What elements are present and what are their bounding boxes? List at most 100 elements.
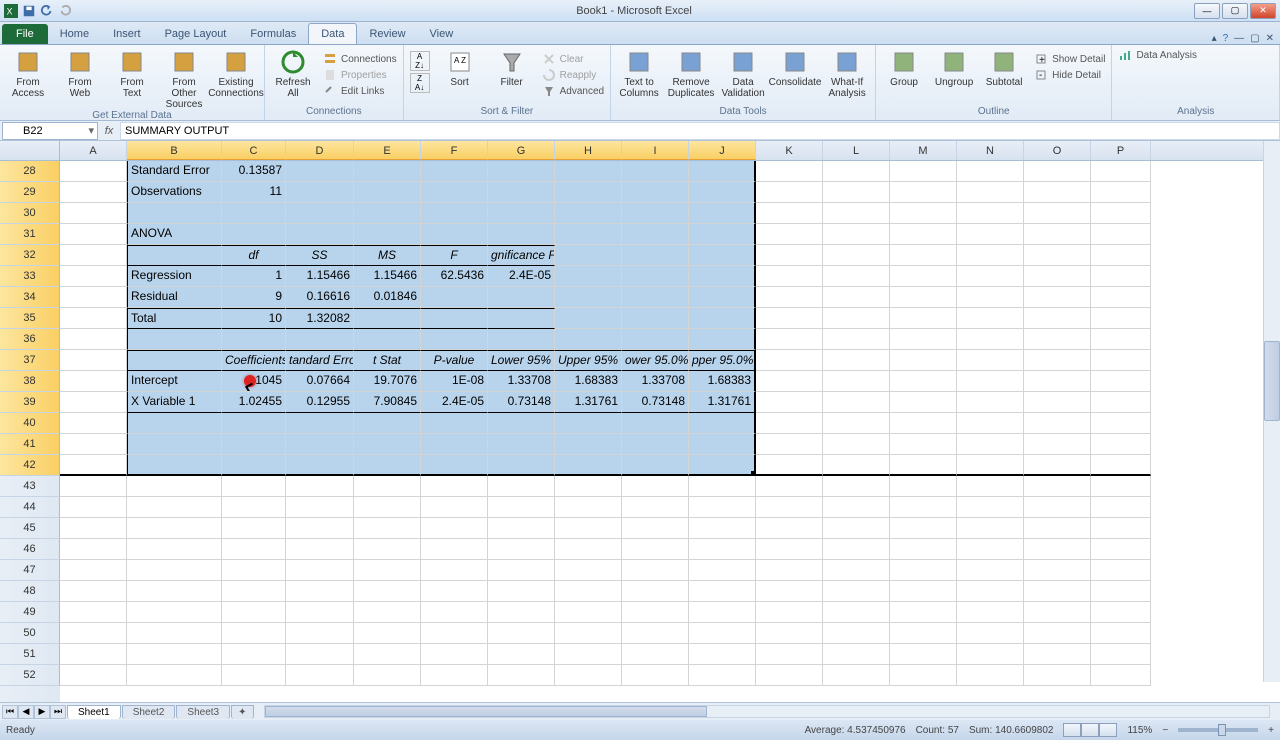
cell-G36[interactable]: [488, 329, 555, 350]
cell-B42[interactable]: [127, 455, 222, 476]
cell-E50[interactable]: [354, 623, 421, 644]
cell-C52[interactable]: [222, 665, 286, 686]
cell-H46[interactable]: [555, 539, 622, 560]
tab-view[interactable]: View: [418, 24, 466, 44]
cell-P34[interactable]: [1091, 287, 1151, 308]
cell-A39[interactable]: [60, 392, 127, 413]
cell-F46[interactable]: [421, 539, 488, 560]
cell-M29[interactable]: [890, 182, 957, 203]
cell-C51[interactable]: [222, 644, 286, 665]
cell-K51[interactable]: [756, 644, 823, 665]
cell-E47[interactable]: [354, 560, 421, 581]
cell-B34[interactable]: Residual: [127, 287, 222, 308]
cell-A38[interactable]: [60, 371, 127, 392]
cell-H52[interactable]: [555, 665, 622, 686]
cell-N33[interactable]: [957, 266, 1024, 287]
cell-J43[interactable]: [689, 476, 756, 497]
cell-K34[interactable]: [756, 287, 823, 308]
cell-I39[interactable]: 0.73148: [622, 392, 689, 413]
cell-I36[interactable]: [622, 329, 689, 350]
cell-K39[interactable]: [756, 392, 823, 413]
cell-D36[interactable]: [286, 329, 354, 350]
cell-J33[interactable]: [689, 266, 756, 287]
cell-N30[interactable]: [957, 203, 1024, 224]
row-header-37[interactable]: 37: [0, 350, 60, 371]
sort-button[interactable]: A ZSort: [438, 47, 482, 88]
cell-M46[interactable]: [890, 539, 957, 560]
redo-icon[interactable]: [58, 4, 72, 18]
cell-O41[interactable]: [1024, 434, 1091, 455]
cell-A51[interactable]: [60, 644, 127, 665]
row-header-40[interactable]: 40: [0, 413, 60, 434]
cell-H32[interactable]: [555, 245, 622, 266]
cell-G32[interactable]: gnificance F: [488, 245, 555, 266]
cell-K33[interactable]: [756, 266, 823, 287]
row-header-39[interactable]: 39: [0, 392, 60, 413]
cell-F38[interactable]: 1E-08: [421, 371, 488, 392]
cell-H28[interactable]: [555, 161, 622, 182]
cell-P33[interactable]: [1091, 266, 1151, 287]
cell-I29[interactable]: [622, 182, 689, 203]
cell-M50[interactable]: [890, 623, 957, 644]
cell-J51[interactable]: [689, 644, 756, 665]
cell-E52[interactable]: [354, 665, 421, 686]
zoom-out-button[interactable]: −: [1162, 725, 1168, 736]
cell-M40[interactable]: [890, 413, 957, 434]
minimize-button[interactable]: —: [1194, 3, 1220, 19]
sort-az-button[interactable]: AZ↓: [410, 51, 430, 71]
cell-B50[interactable]: [127, 623, 222, 644]
cell-K30[interactable]: [756, 203, 823, 224]
cell-F51[interactable]: [421, 644, 488, 665]
cell-F28[interactable]: [421, 161, 488, 182]
cell-O38[interactable]: [1024, 371, 1091, 392]
cell-G35[interactable]: [488, 308, 555, 329]
cell-J47[interactable]: [689, 560, 756, 581]
col-header-B[interactable]: B: [127, 141, 222, 160]
cell-I52[interactable]: [622, 665, 689, 686]
cell-O45[interactable]: [1024, 518, 1091, 539]
cell-E31[interactable]: [354, 224, 421, 245]
cell-M35[interactable]: [890, 308, 957, 329]
cell-I33[interactable]: [622, 266, 689, 287]
cell-A41[interactable]: [60, 434, 127, 455]
cell-M32[interactable]: [890, 245, 957, 266]
cell-O35[interactable]: [1024, 308, 1091, 329]
cell-J40[interactable]: [689, 413, 756, 434]
cell-L34[interactable]: [823, 287, 890, 308]
cell-B32[interactable]: [127, 245, 222, 266]
external-data-button-0[interactable]: FromAccess: [6, 47, 50, 99]
row-header-41[interactable]: 41: [0, 434, 60, 455]
cell-K29[interactable]: [756, 182, 823, 203]
save-icon[interactable]: [22, 4, 36, 18]
cell-N45[interactable]: [957, 518, 1024, 539]
cell-I44[interactable]: [622, 497, 689, 518]
cell-O49[interactable]: [1024, 602, 1091, 623]
cell-J46[interactable]: [689, 539, 756, 560]
cell-N50[interactable]: [957, 623, 1024, 644]
cell-C36[interactable]: [222, 329, 286, 350]
outline-button-1[interactable]: Ungroup: [932, 47, 976, 88]
row-header-45[interactable]: 45: [0, 518, 60, 539]
cell-P32[interactable]: [1091, 245, 1151, 266]
cell-P31[interactable]: [1091, 224, 1151, 245]
cell-P49[interactable]: [1091, 602, 1151, 623]
cell-L42[interactable]: [823, 455, 890, 476]
horizontal-scrollbar[interactable]: [264, 705, 1271, 718]
cell-C43[interactable]: [222, 476, 286, 497]
cell-A35[interactable]: [60, 308, 127, 329]
cell-B47[interactable]: [127, 560, 222, 581]
cell-O31[interactable]: [1024, 224, 1091, 245]
cell-H48[interactable]: [555, 581, 622, 602]
cell-K50[interactable]: [756, 623, 823, 644]
cell-grid[interactable]: Standard Error0.13587Observations11ANOVA…: [60, 161, 1280, 686]
cell-H45[interactable]: [555, 518, 622, 539]
cell-J36[interactable]: [689, 329, 756, 350]
cell-A52[interactable]: [60, 665, 127, 686]
cell-C31[interactable]: [222, 224, 286, 245]
cell-G46[interactable]: [488, 539, 555, 560]
cell-B43[interactable]: [127, 476, 222, 497]
col-header-L[interactable]: L: [823, 141, 890, 160]
cell-L33[interactable]: [823, 266, 890, 287]
col-header-K[interactable]: K: [756, 141, 823, 160]
fx-icon[interactable]: fx: [98, 125, 120, 137]
